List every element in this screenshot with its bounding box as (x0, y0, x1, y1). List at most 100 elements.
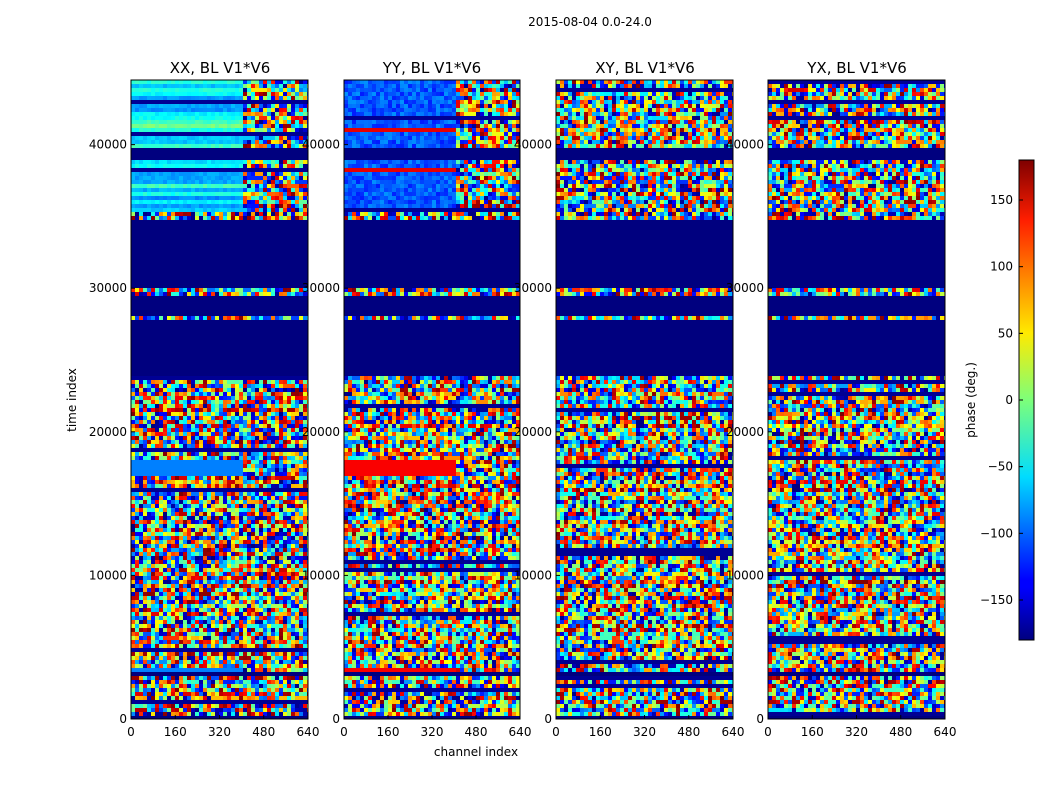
heatmap-cell (191, 568, 195, 572)
heatmap-cell (215, 460, 219, 464)
heatmap-cell (255, 140, 259, 144)
heatmap-cell (255, 392, 259, 396)
heatmap-cell (267, 424, 271, 428)
heatmap-cell (183, 648, 187, 652)
heatmap-cell (219, 536, 223, 540)
heatmap-cell (179, 80, 183, 84)
heatmap-cell (283, 484, 287, 488)
heatmap-cell (223, 180, 227, 184)
heatmap-cell (271, 80, 275, 84)
heatmap-cell (195, 652, 199, 656)
heatmap-cell (291, 632, 295, 636)
heatmap-cell (187, 192, 191, 196)
heatmap-cell (303, 420, 307, 424)
heatmap-cell (215, 616, 219, 620)
heatmap-cell (247, 480, 251, 484)
heatmap-cell (299, 608, 303, 612)
heatmap-cell (199, 112, 203, 116)
heatmap-cell (271, 404, 275, 408)
heatmap-cell (159, 468, 163, 472)
heatmap-cell (291, 600, 295, 604)
heatmap-cell (303, 516, 307, 520)
heatmap-cell (243, 476, 247, 480)
heatmap-cell (175, 584, 179, 588)
heatmap-cell (135, 192, 139, 196)
heatmap-cell (131, 392, 135, 396)
heatmap-cell (143, 556, 147, 560)
heatmap-cell (303, 564, 307, 568)
heatmap-cell (271, 636, 275, 640)
heatmap-cell (295, 316, 299, 320)
heatmap-cell (135, 132, 139, 136)
heatmap-cell (223, 112, 227, 116)
heatmap-cell (207, 396, 211, 400)
heatmap-cell (211, 176, 215, 180)
heatmap-cell (155, 392, 159, 396)
heatmap-cell (287, 612, 291, 616)
heatmap-cell (159, 500, 163, 504)
heatmap-cell (291, 112, 295, 116)
heatmap-cell (207, 80, 211, 84)
heatmap-cell (167, 96, 171, 100)
heatmap-cell (171, 580, 175, 584)
heatmap-cell (211, 508, 215, 512)
heatmap-cell (299, 428, 303, 432)
heatmap-cell (207, 196, 211, 200)
heatmap-cell (239, 540, 243, 544)
heatmap-cell (219, 660, 223, 664)
heatmap-cell (219, 116, 223, 120)
heatmap-cell (255, 568, 259, 572)
heatmap-cell (211, 388, 215, 392)
heatmap-cell (211, 444, 215, 448)
heatmap-cell (203, 556, 207, 560)
heatmap-cell (187, 88, 191, 92)
heatmap-cell (251, 436, 255, 440)
heatmap-cell (179, 188, 183, 192)
heatmap-cell (243, 128, 247, 132)
heatmap-cell (259, 452, 263, 456)
heatmap-cell (219, 528, 223, 532)
heatmap-cell (299, 624, 303, 628)
heatmap-cell (299, 92, 303, 96)
heatmap-cell (239, 380, 243, 384)
heatmap-cell (135, 564, 139, 568)
heatmap-cell (167, 176, 171, 180)
heatmap-cell (247, 88, 251, 92)
heatmap-cell (227, 628, 231, 632)
heatmap-cell (159, 652, 163, 656)
heatmap-cell (207, 632, 211, 636)
heatmap-cell (203, 168, 207, 172)
heatmap-cell (283, 84, 287, 88)
heatmap-cell (167, 116, 171, 120)
heatmap-cell (271, 540, 275, 544)
heatmap-cell (259, 644, 263, 648)
heatmap-cell (243, 460, 247, 464)
heatmap-cell (215, 408, 219, 412)
heatmap-cell (271, 424, 275, 428)
heatmap-cell (159, 552, 163, 556)
heatmap-cell (143, 160, 147, 164)
heatmap-cell (279, 384, 283, 388)
heatmap-cell (239, 580, 243, 584)
heatmap-cell (215, 188, 219, 192)
heatmap-cell (299, 420, 303, 424)
heatmap-cell (171, 84, 175, 88)
heatmap-cell (163, 176, 167, 180)
heatmap-cell (243, 644, 247, 648)
heatmap-cell (255, 116, 259, 120)
heatmap-cell (155, 532, 159, 536)
heatmap-cell (279, 212, 283, 216)
heatmap-cell (239, 472, 243, 476)
heatmap-cell (203, 564, 207, 568)
heatmap-cell (155, 376, 159, 380)
heatmap-cell (171, 448, 175, 452)
heatmap-cell (203, 492, 207, 496)
heatmap-cell (255, 464, 259, 468)
heatmap-cell (191, 132, 195, 136)
heatmap-cell (191, 484, 195, 488)
heatmap-cell (259, 500, 263, 504)
heatmap-cell (151, 192, 155, 196)
heatmap-cell (223, 632, 227, 636)
heatmap-cell (291, 132, 295, 136)
heatmap-cell (143, 428, 147, 432)
